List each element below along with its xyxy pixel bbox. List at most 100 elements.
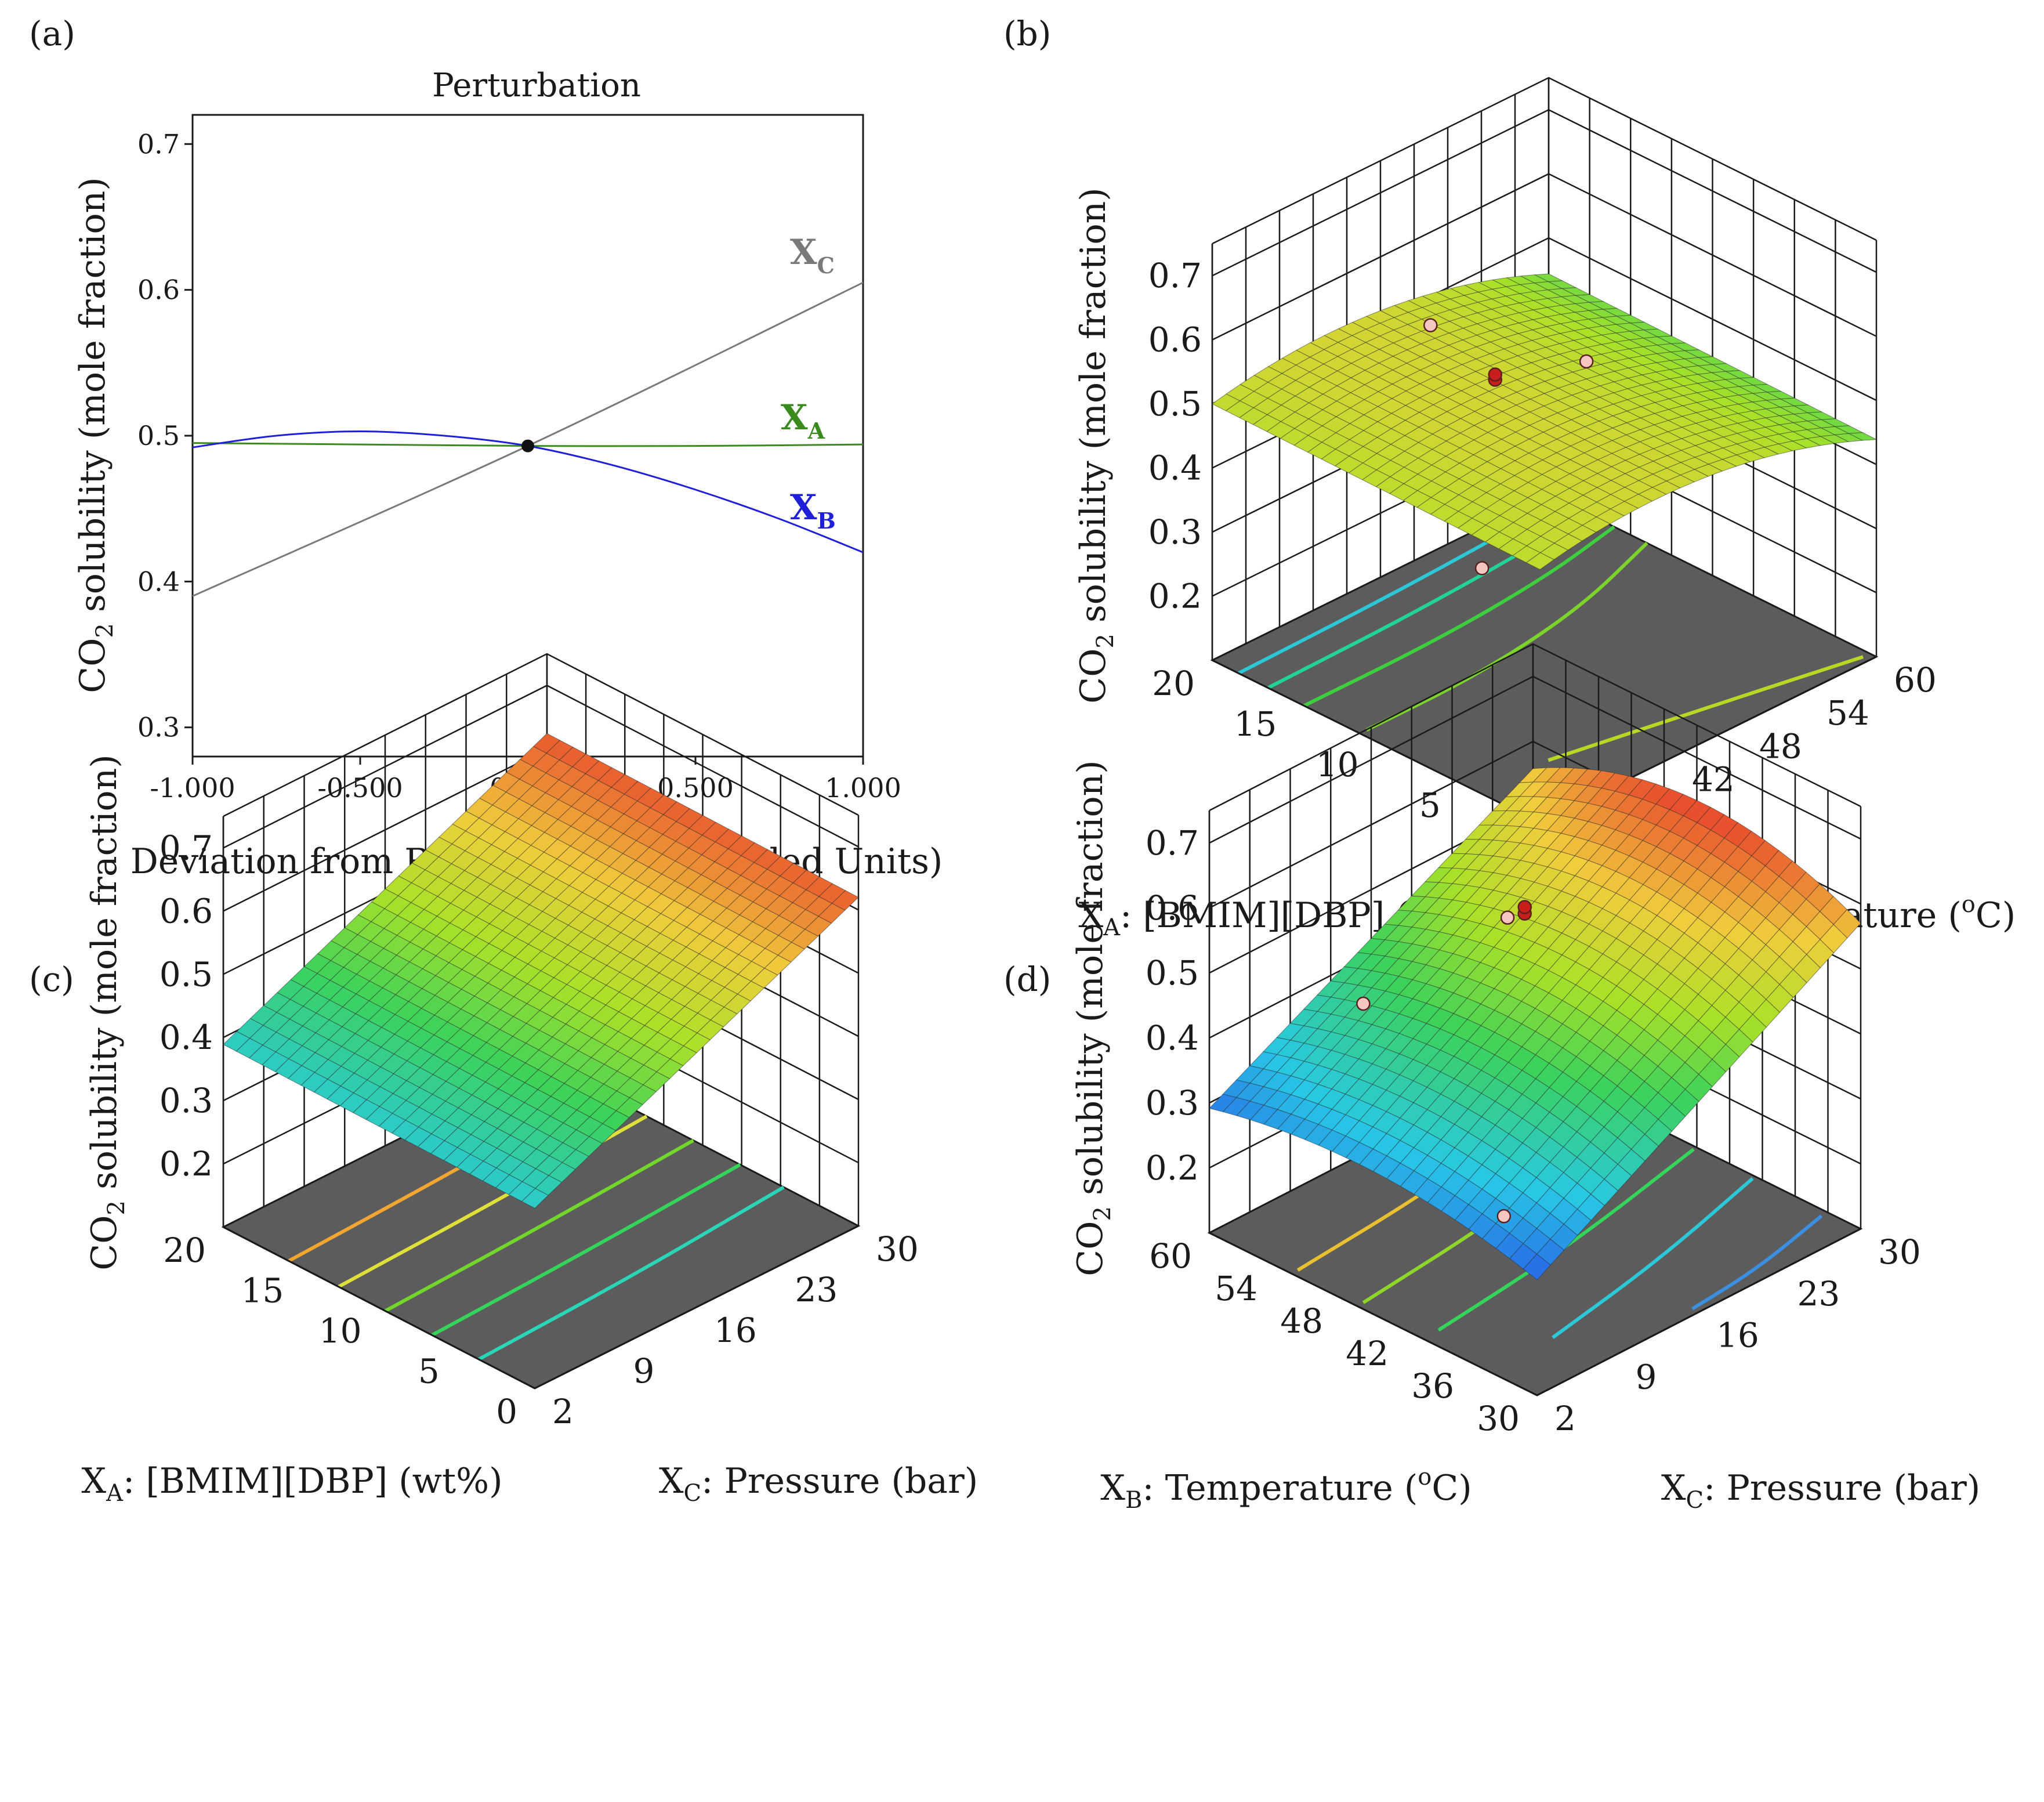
z-tick-label: 0.5 [1148,384,1202,424]
surface-patch [1523,1253,1551,1280]
z-axis-label-main: CO [1073,649,1114,704]
floor-contour-line [431,1163,741,1337]
left-axis-label-main: X [81,1461,106,1501]
left-axis-tick-label: 10 [319,1311,362,1351]
right-axis-label-sub: C [684,1480,702,1507]
right-axis-tick-label: 48 [1759,726,1802,766]
z-tick-label: 0.7 [1146,823,1199,863]
perturbation-title: Perturbation [432,67,641,104]
z-tick-label: 0.4 [160,1018,213,1057]
z-axis-label-rest: solubility (mole fraction) [84,754,125,1200]
right-axis-label-main: X [1661,1468,1686,1508]
x-tick-label: -1.000 [150,772,235,804]
left-axis-tick-label: 36 [1411,1366,1454,1406]
left-axis-tick-label: 42 [1346,1334,1389,1373]
panel-label-c: (c) [29,960,74,999]
response-surface-b [1212,273,1878,570]
left-axis-tick-label: 10 [1316,745,1359,784]
wall-top-edge [1209,643,1861,812]
z-tick-label: 0.7 [160,828,213,867]
left-axis-tick-label: 15 [241,1271,284,1311]
y-tick-label: 0.5 [137,420,180,451]
floor-front-edge [1209,1228,1861,1396]
panel-label-a: (a) [29,14,75,53]
right-axis-label-rest: : Pressure (bar) [701,1461,978,1501]
z-axis-label: CO2 solubility (mole fraction) [1070,760,1116,1276]
y-axis-label-a-main: CO [73,638,113,693]
floor-contour-line [1552,1177,1754,1340]
left-axis-tick-label: 15 [1234,704,1277,744]
wall-top-edge [223,653,859,817]
left-axis-label-rest: : [BMIM][DBP] (wt%) [123,1461,503,1501]
wall-z-line [1209,675,1861,844]
series-label-sub: B [817,508,836,534]
y-axis-label-a: CO2 solubility (mole fraction) [73,177,118,693]
series-label-xa: XA [781,397,825,444]
left-axis-tick-label: 20 [163,1231,206,1270]
z-axis-label-sub: 2 [1089,1206,1116,1221]
series-label-xb: XB [790,487,836,534]
right-axis-label-main: X [659,1461,684,1501]
z-axis-label-main: CO [1070,1221,1111,1276]
design-point [1500,910,1515,925]
x-tick-label: -0.500 [317,772,403,804]
floor-contour-line [1267,512,1589,690]
plot-frame-a [191,114,864,758]
panel-a: (a) Perturbation 0.3 0.4 0.5 0.6 0.7 -1.000 -… [29,14,943,882]
surface-patch [1525,552,1555,570]
floor-contour-line [477,1185,785,1361]
y-tick-label: 0.3 [137,712,180,743]
floor-contour-line [1691,1214,1823,1311]
z-tick-label: 0.6 [1148,320,1202,360]
y-tick-label: 0.6 [137,274,180,306]
design-point [1488,367,1502,382]
floor-contour-line [1548,655,1864,762]
design-point [1517,900,1532,914]
left-axis-label-end: C) [1431,1468,1472,1508]
right-axis-tick-label: 9 [1636,1357,1657,1396]
y-tick-label: 0.4 [137,566,180,597]
z-tick-label: 0.2 [1148,577,1202,616]
wall-z-line [1212,173,1877,341]
wall-top-edge [1212,77,1877,245]
left-axis-label: XA: [BMIM][DBP] (wt%) [81,1461,502,1507]
z-axis-label-rest: solubility (mole fraction) [1073,187,1114,634]
z-tick-label: 0.3 [1148,512,1202,552]
series-label-sub: C [817,252,835,278]
z-tick-label: 0.7 [1148,256,1202,295]
z-tick-label: 0.5 [160,954,213,994]
floor-contour-line [1303,525,1615,708]
left-axis-label-main: X [1078,895,1103,936]
y-axis-label-a-sub: 2 [92,623,118,638]
right-axis-label-rest: : Pressure (bar) [1704,1468,1980,1508]
right-axis-tick-label: 23 [1797,1274,1840,1313]
z-tick-label: 0.6 [1146,888,1199,928]
right-axis-label: XC: Pressure (bar) [1661,1468,1980,1514]
panel-c: (c)0.20.30.40.50.60.70510152029162330XA:… [29,653,978,1507]
x-tick-label: 1.000 [825,772,901,804]
right-axis-tick-label: 30 [1878,1232,1921,1272]
design-point [1423,318,1438,332]
left-axis-label: XB: Temperature (oC) [1100,1464,1472,1514]
panel-label-b: (b) [1003,14,1051,53]
design-point [1496,1209,1512,1224]
left-axis-tick-label: 60 [1149,1236,1192,1276]
y-ticks-a: 0.3 0.4 0.5 0.6 0.7 [137,128,193,743]
left-axis-tick-label: 20 [1152,664,1195,703]
right-axis-tick-label: 2 [1554,1399,1576,1438]
design-point [1474,561,1489,576]
right-axis-tick-label: 60 [1894,660,1937,700]
series-label-main: X [790,232,817,273]
series-label-sub: A [807,418,825,444]
z-axis-label-main: CO [84,1215,125,1271]
left-axis-tick-label: 5 [1419,786,1441,825]
right-axis-label-end: C) [1976,895,2016,936]
series-line-xc [192,281,864,597]
left-axis-label-sub: A [106,1480,124,1507]
wall-z-line [1212,108,1877,277]
left-axis-label-sup: o [1418,1464,1431,1490]
right-axis-tick-label: 2 [552,1392,574,1431]
series-label-main: X [790,487,817,528]
right-axis-tick-label: 16 [714,1311,757,1350]
